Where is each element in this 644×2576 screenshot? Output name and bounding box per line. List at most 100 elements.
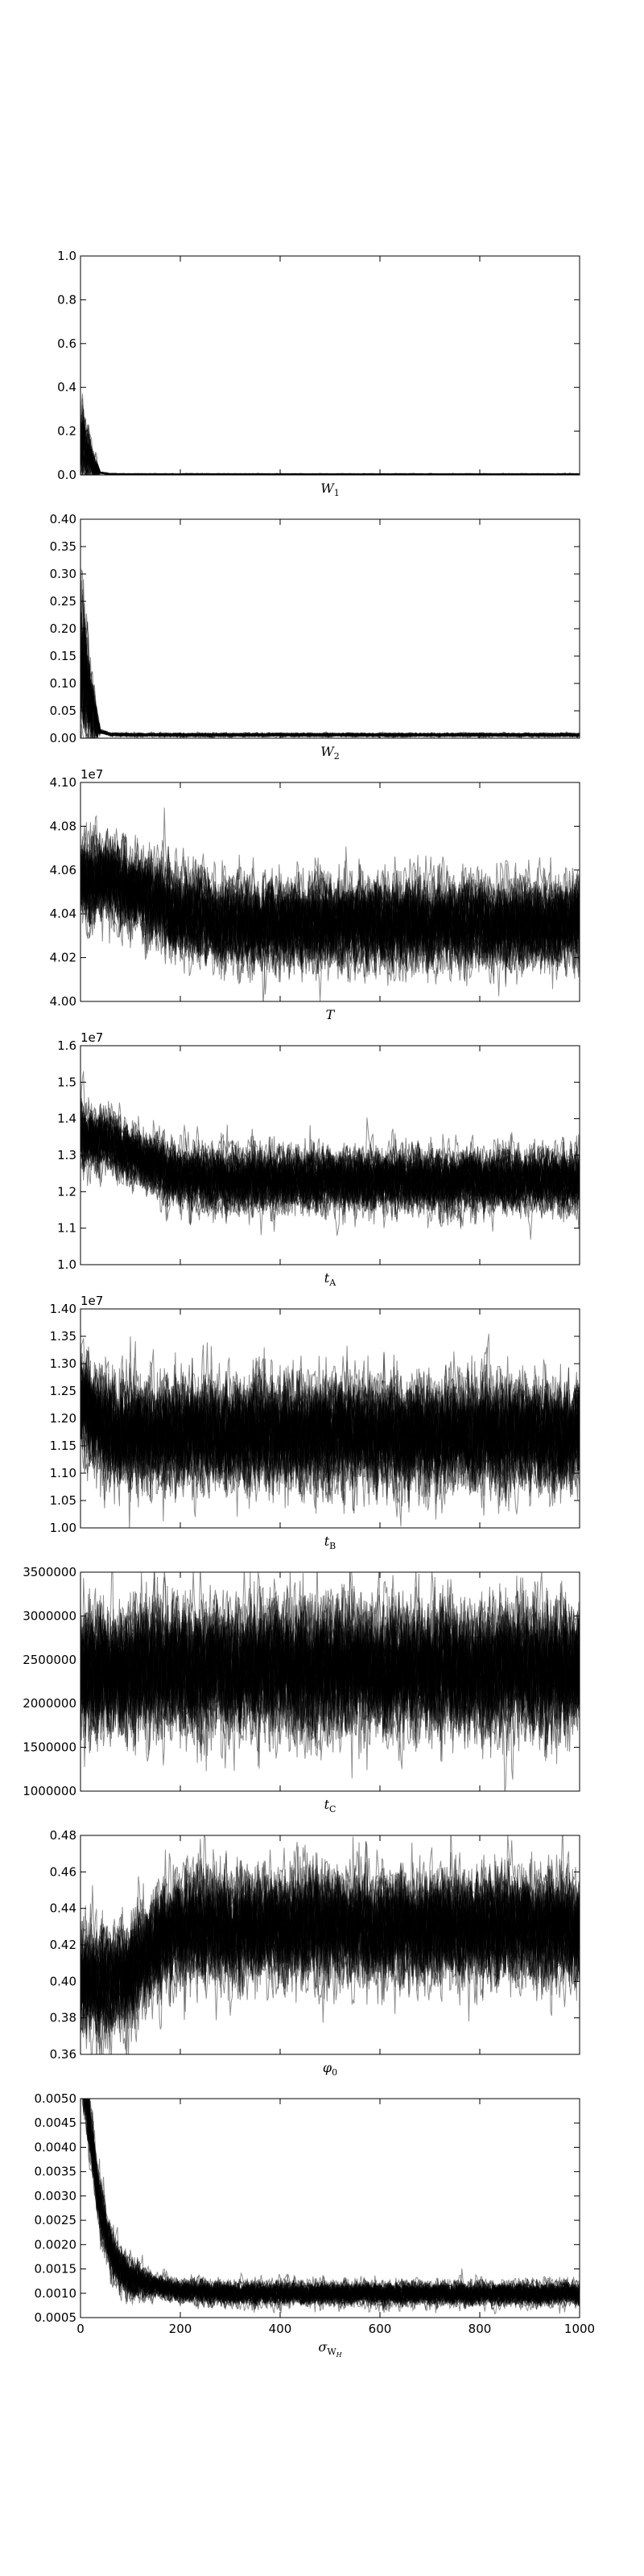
trace-line (80, 670, 580, 737)
trace-line (80, 428, 580, 475)
trace-line (80, 581, 580, 737)
trace-line (80, 2066, 580, 2309)
x-axis-label-subscript: 1 (334, 488, 340, 498)
trace-line (80, 2050, 580, 2309)
trace-line (80, 425, 580, 475)
trace-line (80, 618, 580, 738)
x-axis-label: tC (324, 1797, 336, 1814)
ytick-label: 0.0 (57, 468, 76, 482)
trace-line (80, 422, 580, 475)
ytick-label: 4.04 (50, 906, 76, 921)
trace-panel-5: 1.001.051.101.151.201.251.301.351.401e7t… (50, 1294, 580, 1551)
ytick-label: 0.0035 (35, 2165, 77, 2179)
trace-line (80, 2061, 580, 2311)
x-axis-label-symbol: φ (323, 2060, 332, 2075)
trace-line (80, 454, 580, 475)
trace-line (80, 650, 580, 738)
trace-line (80, 580, 580, 737)
ytick-label: 1.5 (57, 1075, 76, 1089)
xtick-label: 400 (269, 2322, 292, 2336)
trace-line (80, 427, 580, 475)
trace-line (80, 2048, 580, 2307)
ytick-label: 0.4 (57, 380, 76, 394)
ytick-label: 1.20 (50, 1411, 76, 1426)
x-axis-label: σWH (318, 2339, 342, 2359)
trace-line (80, 668, 580, 737)
trace-line (80, 2059, 580, 2308)
trace-line (80, 2037, 580, 2314)
x-axis-label: T (326, 1007, 336, 1022)
trace-line (80, 636, 580, 737)
trace-line (80, 2044, 580, 2310)
trace-line (80, 2064, 580, 2308)
x-axis-label-subscript: W (327, 2347, 336, 2357)
trace-line (80, 635, 580, 737)
traces-group (80, 1334, 580, 1531)
trace-line (80, 418, 580, 475)
ytick-label: 1.10 (50, 1466, 76, 1480)
trace-line (80, 2054, 580, 2313)
ytick-label: 0.30 (50, 567, 76, 581)
trace-line (80, 625, 580, 738)
trace-line (80, 2041, 580, 2309)
trace-line (80, 417, 580, 475)
trace-line (80, 427, 580, 475)
trace-line (80, 595, 580, 737)
traces-group (80, 1547, 580, 1793)
ytick-label: 0.44 (50, 1901, 76, 1916)
offset-text: 1e7 (80, 767, 103, 782)
trace-line (80, 439, 580, 475)
offset-text: 1e7 (80, 1294, 103, 1308)
trace-line (80, 447, 580, 475)
trace-line (80, 613, 580, 737)
trace-line (80, 668, 580, 738)
ytick-label: 0.20 (50, 621, 76, 636)
trace-panel-1: 0.00.20.40.60.81.0W1 (57, 249, 580, 498)
trace-line (80, 2057, 580, 2310)
ytick-label: 1.35 (50, 1329, 76, 1344)
trace-line (80, 605, 580, 737)
trace-line (80, 617, 580, 737)
axes-frame (80, 519, 580, 738)
ytick-label: 1.3 (57, 1148, 76, 1162)
traces-group (80, 394, 580, 475)
trace-line (80, 645, 580, 737)
trace-line (80, 623, 580, 737)
ytick-label: 0.0030 (35, 2189, 77, 2203)
trace-line (80, 2073, 580, 2308)
x-axis-label-subscript: 2 (334, 751, 340, 762)
trace-line (80, 2050, 580, 2310)
x-axis-label-subscript: B (329, 1541, 336, 1551)
ytick-label: 3000000 (23, 1608, 76, 1623)
ytick-label: 4.08 (50, 819, 76, 833)
traces-group (80, 570, 580, 738)
trace-line (80, 637, 580, 737)
trace-line (80, 2039, 580, 2312)
trace-line (80, 627, 580, 736)
ytick-label: 1.05 (50, 1493, 76, 1508)
trace-line (80, 421, 580, 475)
trace-line (80, 660, 580, 738)
trace-line (80, 2039, 580, 2313)
trace-line (80, 2038, 580, 2305)
ytick-label: 0.25 (50, 594, 76, 609)
trace-line (80, 2038, 580, 2308)
ytick-label: 1.6 (57, 1038, 76, 1053)
trace-line (80, 2056, 580, 2310)
axes-frame (80, 256, 580, 475)
ytick-label: 0.0005 (35, 2310, 77, 2325)
x-axis-label: φ0 (323, 2060, 337, 2078)
ytick-label: 1.25 (50, 1384, 76, 1398)
ytick-label: 1500000 (23, 1740, 76, 1755)
ytick-label: 0.00 (50, 731, 76, 745)
ytick-label: 1.0 (57, 1257, 76, 1272)
trace-line (80, 663, 580, 737)
trace-line (80, 434, 580, 475)
trace-line (80, 405, 580, 475)
ytick-label: 1000000 (23, 1784, 76, 1798)
trace-line (80, 424, 580, 475)
trace-line (80, 415, 580, 475)
ytick-label: 2500000 (23, 1653, 76, 1667)
